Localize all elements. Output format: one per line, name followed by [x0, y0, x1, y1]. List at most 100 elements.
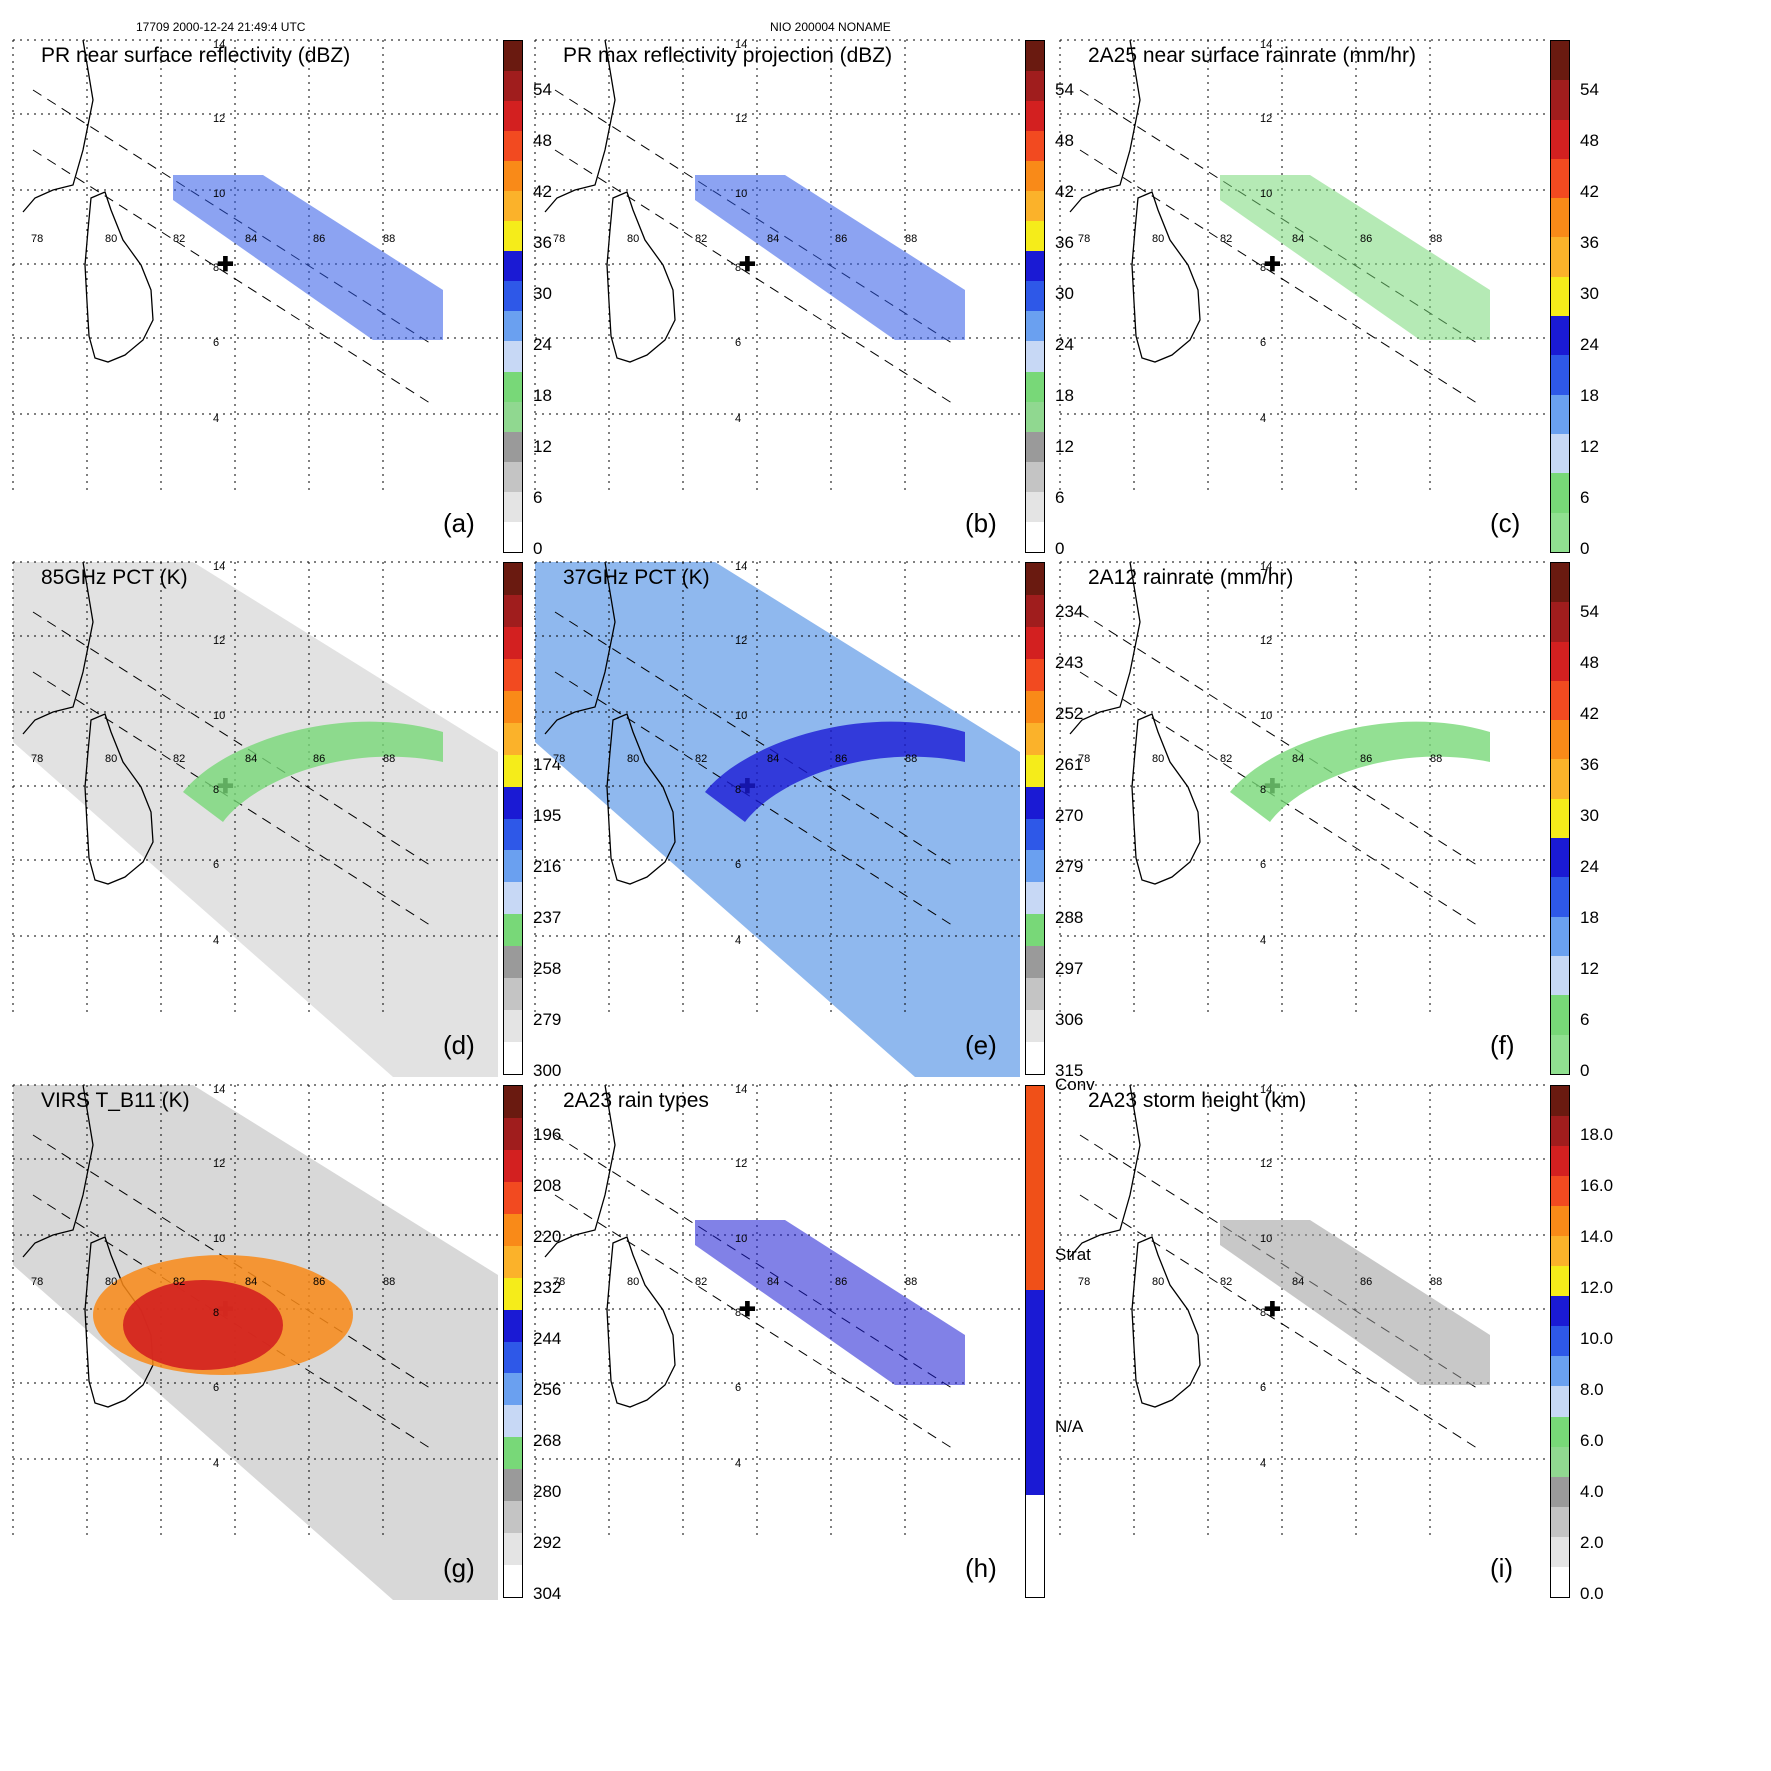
- lat-label: 14: [1260, 1084, 1272, 1096]
- lat-label: 6: [735, 337, 741, 349]
- colorbar-label: 195: [533, 806, 562, 825]
- colorbar-label: 30: [1580, 284, 1599, 303]
- colorbar-label: 6: [1580, 488, 1590, 507]
- storm-center-cross-icon: ✚: [739, 254, 756, 276]
- lon-label: 84: [767, 753, 779, 765]
- panel-h: ✚ 78 80 82 84 86 88 14 12 10 8 6 4 2A23 rain types (h)…: [534, 1075, 1095, 1600]
- lat-label: 14: [735, 1084, 747, 1096]
- lat-label: 8: [735, 262, 741, 274]
- lat-label: 14: [1260, 39, 1272, 51]
- lon-label: 88: [1430, 753, 1442, 765]
- colorbar-label: 292: [533, 1533, 562, 1552]
- lat-label: 8: [213, 784, 219, 796]
- lat-label: 12: [735, 1158, 747, 1170]
- panel-title: PR max reflectivity projection (dBZ): [563, 44, 893, 67]
- colorbar-label: 220: [533, 1227, 562, 1246]
- swath-edge-lower: [554, 149, 956, 406]
- lon-label: 86: [835, 233, 847, 245]
- colorbar-label: 208: [533, 1176, 562, 1195]
- coastline-india: [1069, 1084, 1141, 1258]
- coastline-sri-lanka: [84, 713, 154, 885]
- colorbar: [503, 1085, 523, 1598]
- lon-label: 88: [905, 753, 917, 765]
- panel-tag: (f): [1490, 1030, 1515, 1060]
- lon-label: 82: [695, 233, 707, 245]
- lon-label: 82: [173, 753, 185, 765]
- lat-label: 14: [1260, 561, 1272, 573]
- lat-label: 4: [735, 935, 741, 947]
- lat-label: 4: [1260, 935, 1266, 947]
- lat-label: 10: [213, 710, 225, 722]
- colorbar-label: 12: [1580, 437, 1599, 456]
- lat-label: 4: [1260, 413, 1266, 425]
- colorbar-label: 54: [1055, 80, 1074, 99]
- lon-label: 78: [553, 1276, 565, 1288]
- colorbar-label: 270: [1055, 806, 1084, 825]
- panel-title: VIRS T_B11 (K): [41, 1089, 190, 1112]
- colorbar: [1025, 562, 1045, 1075]
- data-field: [1220, 1220, 1490, 1385]
- lat-label: 12: [1260, 113, 1272, 125]
- lon-label: 86: [1360, 233, 1372, 245]
- coastline-india: [22, 561, 94, 735]
- lon-label: 78: [31, 1276, 43, 1288]
- panel-tag: (a): [443, 508, 475, 538]
- lon-label: 84: [245, 1276, 257, 1288]
- lon-label: 78: [31, 233, 43, 245]
- colorbar: [1550, 1085, 1570, 1598]
- lon-label: 88: [1430, 233, 1442, 245]
- panel-tag: (c): [1490, 508, 1521, 538]
- lat-label: 14: [735, 561, 747, 573]
- colorbar-label: 12.0: [1580, 1278, 1614, 1297]
- lon-label: 84: [1292, 753, 1304, 765]
- storm-center-cross-icon: ✚: [739, 1299, 756, 1321]
- colorbar-label: 243: [1055, 653, 1084, 672]
- colorbar-label: 304: [533, 1584, 562, 1603]
- colorbar: [1025, 1085, 1045, 1598]
- data-field: [93, 1255, 353, 1375]
- lon-label: 80: [627, 753, 639, 765]
- colorbar-label: 261: [1055, 755, 1084, 774]
- colorbar-label: 36: [1580, 755, 1599, 774]
- lat-label: 8: [1260, 262, 1266, 274]
- swath-edge-lower: [1079, 671, 1481, 928]
- swath-edge-lower: [1079, 1194, 1481, 1451]
- colorbar-label: 306: [1055, 1010, 1084, 1029]
- lon-label: 88: [383, 753, 395, 765]
- colorbar-label: 280: [533, 1482, 562, 1501]
- lon-label: 78: [1078, 233, 1090, 245]
- lon-label: 86: [835, 753, 847, 765]
- data-field: [183, 721, 443, 822]
- lat-label: 12: [213, 1158, 225, 1170]
- swath-edge-lower: [32, 149, 434, 406]
- orbit-time-header: 17709 2000-12-24 21:49:4 UTC: [136, 20, 306, 34]
- lat-label: 12: [735, 635, 747, 647]
- coastline-sri-lanka: [1131, 713, 1201, 885]
- lat-label: 4: [213, 413, 219, 425]
- lat-label: 6: [735, 1382, 741, 1394]
- colorbar-label: 0: [1580, 539, 1590, 558]
- colorbar-label: 288: [1055, 908, 1084, 927]
- lat-label: 8: [213, 1307, 219, 1319]
- colorbar-label: 6: [533, 488, 543, 507]
- colorbar-label: 315: [1055, 1061, 1084, 1080]
- colorbar-label: 196: [533, 1125, 562, 1144]
- colorbar-label: 216: [533, 857, 562, 876]
- lon-label: 86: [313, 233, 325, 245]
- lon-label: 84: [767, 233, 779, 245]
- panel-tag: (e): [965, 1030, 997, 1060]
- lat-label: 8: [213, 262, 219, 274]
- lon-label: 82: [173, 1276, 185, 1288]
- panel-c: ✚ 78 80 82 84 86 88 14 12 10 8 6 4 2A25 near surface …: [1059, 39, 1599, 558]
- coastline-sri-lanka: [606, 1236, 676, 1408]
- colorbar: [1025, 40, 1045, 553]
- colorbar-label: 0.0: [1580, 1584, 1604, 1603]
- data-field: [1230, 721, 1490, 822]
- lat-label: 6: [213, 1382, 219, 1394]
- colorbar-label: 6.0: [1580, 1431, 1604, 1450]
